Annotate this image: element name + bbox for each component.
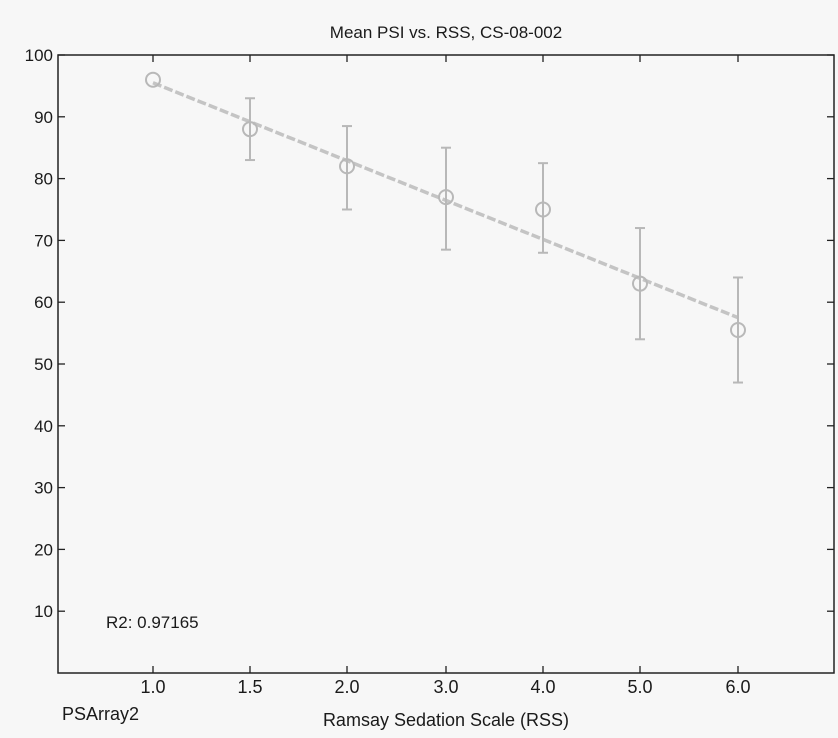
- x-tick-label: 1.5: [237, 677, 262, 697]
- x-tick-label: 3.0: [433, 677, 458, 697]
- y-tick-label: 20: [34, 540, 53, 559]
- point-marker: [632, 275, 648, 292]
- x-tick-label: 4.0: [530, 677, 555, 697]
- point-marker: [339, 158, 355, 175]
- y-tick-label: 90: [34, 108, 53, 127]
- y-tick-label: 50: [34, 355, 53, 374]
- y-tick-label: 40: [34, 417, 53, 436]
- data-point: [145, 71, 161, 88]
- data-point: [535, 162, 551, 254]
- point-marker: [535, 201, 551, 218]
- data-points-layer: [145, 71, 746, 384]
- y-tick-label: 30: [34, 479, 53, 498]
- r2-annotation: R2: 0.97165: [106, 613, 199, 632]
- y-tick-label: 70: [34, 231, 53, 250]
- data-point: [242, 97, 258, 162]
- point-marker: [438, 189, 454, 206]
- data-point: [730, 276, 746, 384]
- x-tick-label: 2.0: [334, 677, 359, 697]
- data-point: [339, 125, 355, 211]
- x-tick-label: 5.0: [627, 677, 652, 697]
- x-tick-label: 1.0: [140, 677, 165, 697]
- corner-label: PSArray2: [62, 704, 139, 724]
- x-axis-label: Ramsay Sedation Scale (RSS): [323, 710, 569, 730]
- point-marker: [730, 322, 746, 339]
- point-marker: [145, 71, 161, 88]
- point-marker: [242, 121, 258, 138]
- y-tick-label: 100: [25, 46, 53, 65]
- y-tick-label: 80: [34, 170, 53, 189]
- y-axis: 10 20 30 40 50 60 70 80 90 100: [25, 46, 834, 621]
- x-tick-label: 6.0: [725, 677, 750, 697]
- data-point: [632, 227, 648, 341]
- data-point: [438, 146, 454, 251]
- y-tick-label: 10: [34, 602, 53, 621]
- chart-title: Mean PSI vs. RSS, CS-08-002: [330, 23, 562, 42]
- y-tick-label: 60: [34, 293, 53, 312]
- x-axis: 1.0 1.5 2.0 3.0 4.0 5.0 6.0: [140, 55, 751, 697]
